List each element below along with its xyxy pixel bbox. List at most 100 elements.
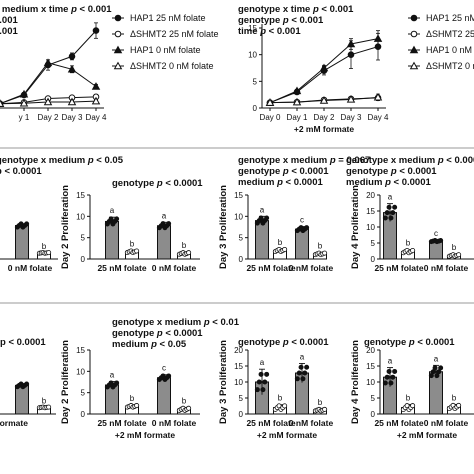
data-point xyxy=(91,96,101,105)
replicate-point xyxy=(392,204,398,210)
significance-letter: a xyxy=(260,358,265,367)
replicate-point xyxy=(428,373,434,379)
replicate-point xyxy=(430,369,436,375)
stat-annotation-value: < 0.05 xyxy=(94,155,124,166)
significance-letter: a xyxy=(260,205,265,214)
replicate-point xyxy=(296,370,302,376)
significance-letter: b xyxy=(42,242,47,251)
stat-annotation: genotype x time p < 0.001 xyxy=(238,4,354,15)
bar xyxy=(15,384,29,415)
bar-hap1-25-nm-folate: a xyxy=(254,205,270,260)
y-tick-label: 0 xyxy=(239,255,244,264)
legend-marker xyxy=(409,45,419,54)
replicate-point xyxy=(46,250,52,256)
bar-shmt2-25-nm-folate: b xyxy=(400,239,416,260)
significance-letter: c xyxy=(434,229,438,238)
y-tick-label: 5 xyxy=(239,394,244,403)
replicate-point xyxy=(134,403,140,409)
replicate-point xyxy=(258,215,264,221)
legend-marker xyxy=(409,61,419,70)
stat-annotation-p: p xyxy=(384,177,391,188)
bar-shmt2-0-nm-folate: b xyxy=(446,393,462,415)
stat-annotation-text: medium xyxy=(346,177,385,188)
x-axis-title: +2 mM formate xyxy=(257,430,317,440)
bar-hap1-0-nm-folate: c xyxy=(156,364,172,415)
stat-annotation: p < 0.0001 xyxy=(0,337,46,348)
bar-hap1-0-nm-folate: a xyxy=(156,211,172,260)
data-point xyxy=(43,97,53,106)
y-tick-label: 0 xyxy=(81,255,86,264)
replicate-point xyxy=(386,368,392,374)
stat-annotation-value: < 0.01 xyxy=(210,317,240,328)
y-tick-label: 15 xyxy=(76,191,85,200)
x-category-label: 25 nM folate xyxy=(374,263,423,273)
data-point xyxy=(0,99,5,107)
y-tick-label: 5 xyxy=(253,77,258,86)
replicate-point xyxy=(434,373,440,379)
replicate-point xyxy=(260,387,266,393)
y-tick-label: 10 xyxy=(76,367,85,376)
data-point xyxy=(319,63,329,72)
data-point xyxy=(19,98,29,107)
replicate-point xyxy=(322,406,328,412)
data-point xyxy=(347,51,355,58)
data-point xyxy=(346,95,356,103)
bar-shmt2-0-nm-folate: b xyxy=(36,242,52,260)
stat-annotation: genotype p < 0.0001 xyxy=(346,166,437,177)
legend-entry-shmt2-0-nm: ΔSHMT2 0 nM xyxy=(408,61,474,71)
stat-annotation-p: p xyxy=(276,177,283,188)
x-tick-label: y 1 xyxy=(19,113,30,122)
significance-letter: a xyxy=(110,371,115,380)
replicate-point xyxy=(410,403,416,409)
stat-annotation-text: x medium x time xyxy=(0,4,71,15)
stat-annotation: genotype x medium p = 0.067 xyxy=(238,155,370,166)
legend-marker xyxy=(113,45,123,54)
y-tick-label: 15 xyxy=(234,362,243,371)
stat-annotation-text: genotype xyxy=(238,15,283,26)
stat-annotation-p: p xyxy=(312,4,319,15)
stat-annotation: genotype p < 0.0001 xyxy=(364,337,455,348)
replicate-point xyxy=(456,402,462,408)
y-tick-label: 5 xyxy=(239,234,244,243)
y-tick-label: 5 xyxy=(81,234,86,243)
y-axis-title: Day 3 Proliferation xyxy=(218,185,229,269)
x-category-label: 0 nM folate xyxy=(289,263,334,273)
x-category-label: 0 nM folate xyxy=(8,263,53,273)
stat-annotation-value: < 0.0001 xyxy=(444,155,474,166)
y-tick-label: 5 xyxy=(371,394,376,403)
replicate-point xyxy=(322,250,328,256)
replicate-point xyxy=(282,403,288,409)
replicate-point xyxy=(390,374,396,380)
y-tick-label: 0 xyxy=(371,255,376,264)
replicate-point xyxy=(436,369,442,375)
stat-annotation-text: genotype x medium xyxy=(346,155,438,166)
replicate-point xyxy=(114,380,120,386)
series-hap1-0-nm xyxy=(265,30,383,106)
data-point xyxy=(319,96,329,104)
bar-hap1-25-nm-folate: a xyxy=(104,371,120,415)
bar-shmt2-0-nm-folate: b xyxy=(176,241,192,260)
bar xyxy=(105,220,119,260)
significance-letter: b xyxy=(452,393,457,402)
data-point xyxy=(292,97,302,106)
stat-annotation-p: p xyxy=(87,155,94,166)
y-axis-title: Day 4 Proliferation xyxy=(350,340,361,424)
bar-chart-B2: 0 5 10 15 Day 2 Proliferation a b a b 25 nM folat… xyxy=(60,178,203,273)
stat-annotation-p: p xyxy=(203,317,210,328)
legend-label: ΔSHMT2 0 nM xyxy=(426,61,474,71)
replicate-point xyxy=(24,221,30,227)
stat-annotation-p: p xyxy=(156,328,163,339)
stat-annotation-p: p xyxy=(408,337,415,348)
replicate-point xyxy=(456,252,462,258)
stat-annotation: genotype x medium p < 0.01 xyxy=(112,317,240,328)
bar-shmt2-25-nm-folate: b xyxy=(272,394,288,415)
bar-chart-C3: 0 5 10 15 20 Day 3 Proliferation a b a b 25 nM fol… xyxy=(218,337,333,440)
bar xyxy=(295,228,309,260)
replicate-point xyxy=(438,365,444,371)
bar-shmt2-0-nm-folate: b xyxy=(36,396,52,415)
bar-shmt2-0-nm-folate: b xyxy=(312,242,328,260)
stat-annotation: medium p < 0.05 xyxy=(112,339,187,350)
legend-marker xyxy=(410,14,418,22)
stat-annotation-text: genotype x medium xyxy=(0,155,88,166)
stat-annotation-text: time xyxy=(238,26,260,37)
